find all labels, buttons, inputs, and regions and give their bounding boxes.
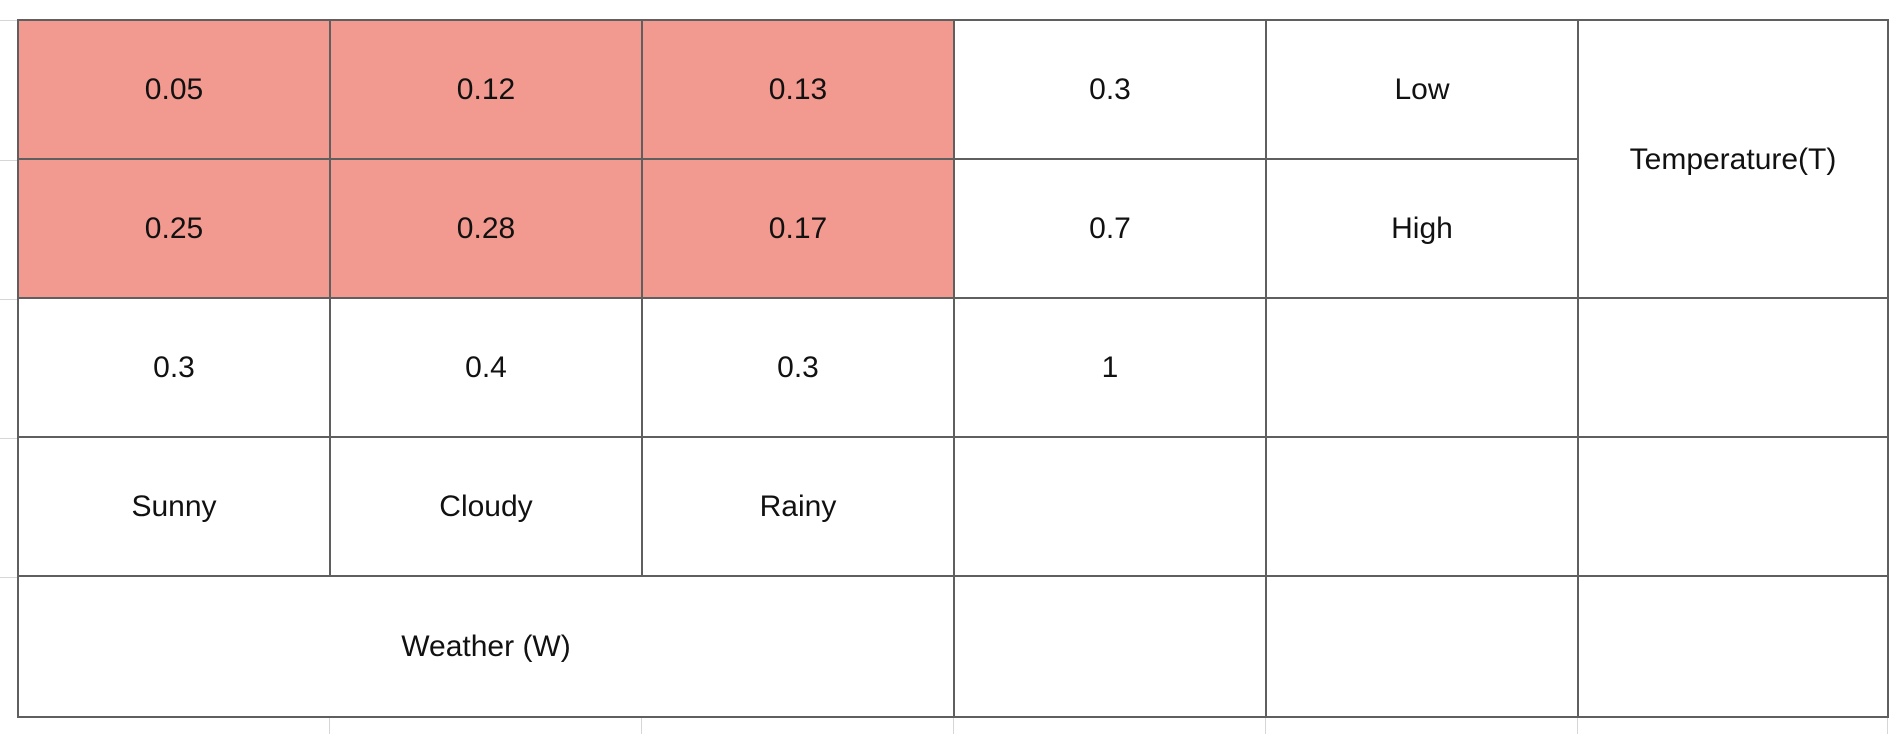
table-cell[interactable]: 0.13 <box>641 19 955 160</box>
table-cell[interactable]: 0.05 <box>17 19 331 160</box>
table-cell[interactable]: Rainy <box>641 436 955 577</box>
table-cell[interactable] <box>1577 575 1889 718</box>
gridline <box>953 718 954 734</box>
weather-header-cell[interactable]: Weather (W) <box>17 575 955 718</box>
table-cell[interactable]: Low <box>1265 19 1579 160</box>
table-cell[interactable]: 0.3 <box>641 297 955 438</box>
table-cell[interactable] <box>1577 436 1889 577</box>
table-cell[interactable]: Sunny <box>17 436 331 577</box>
gridline <box>0 577 18 578</box>
gridline <box>0 438 18 439</box>
table-cell[interactable]: High <box>1265 158 1579 299</box>
gridline <box>641 718 642 734</box>
temperature-header-cell[interactable]: Temperature(T) <box>1577 19 1889 301</box>
table-cell[interactable]: 0.3 <box>953 19 1267 160</box>
table-cell[interactable]: 0.25 <box>17 158 331 299</box>
table-cell[interactable]: 0.12 <box>329 19 643 160</box>
gridline <box>329 718 330 734</box>
table-cell[interactable]: 0.3 <box>17 297 331 438</box>
table-cell[interactable] <box>1265 297 1579 438</box>
table-cell[interactable]: 0.17 <box>641 158 955 299</box>
gridline <box>1265 718 1266 734</box>
table-cell[interactable] <box>953 436 1267 577</box>
table-cell[interactable] <box>1577 297 1889 438</box>
table-cell[interactable]: 0.4 <box>329 297 643 438</box>
table-cell[interactable] <box>1265 436 1579 577</box>
gridline <box>1887 718 1888 734</box>
gridline <box>0 160 18 161</box>
table-cell[interactable]: 0.28 <box>329 158 643 299</box>
table-cell[interactable] <box>1265 575 1579 718</box>
gridline <box>0 299 18 300</box>
gridline <box>1577 718 1578 734</box>
table-cell[interactable]: Cloudy <box>329 436 643 577</box>
table-cell[interactable]: 0.7 <box>953 158 1267 299</box>
table-cell[interactable]: 1 <box>953 297 1267 438</box>
gridline <box>0 20 18 21</box>
table-cell[interactable] <box>953 575 1267 718</box>
